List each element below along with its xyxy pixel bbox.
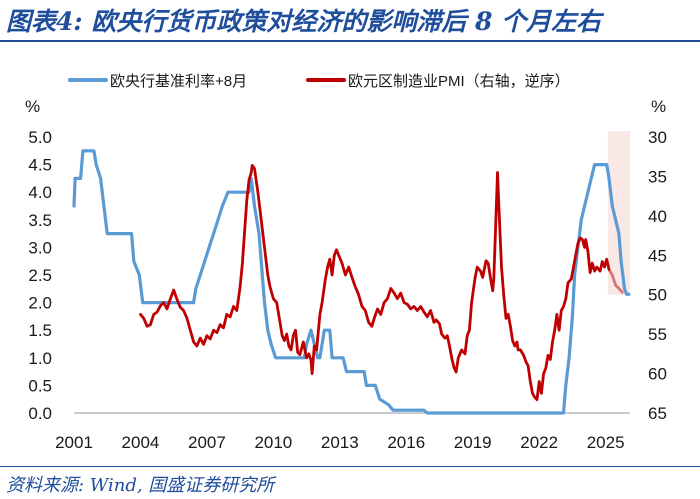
x-tick: 2010 xyxy=(254,433,292,452)
x-tick: 2016 xyxy=(387,433,425,452)
y-tick-left: 4.0 xyxy=(28,183,52,202)
y-tick-right: 35 xyxy=(648,167,667,186)
y-tick-left: 1.5 xyxy=(28,321,52,340)
axes: 0.0 0.5 1.0 1.5 2.0 2.5 3.0 3.5 4.0 4.5 5.0 30 35 40 4… xyxy=(28,128,667,452)
y-tick-left: 2.0 xyxy=(28,294,52,313)
forecast-shaded-region xyxy=(607,131,630,295)
series-line-pmi-forecast xyxy=(607,268,624,294)
figure-title: 图表4: 欧央行货币政策对经济的影响滞后 8 个月左右 xyxy=(6,7,602,36)
y-tick-left: 3.0 xyxy=(28,238,52,257)
y-tick-left: 1.0 xyxy=(28,349,52,368)
y-tick-left: 3.5 xyxy=(28,211,52,230)
x-tick: 2001 xyxy=(55,433,93,452)
y-tick-left: 5.0 xyxy=(28,128,52,147)
y-tick-right: 60 xyxy=(648,365,667,384)
x-tick: 2004 xyxy=(122,433,160,452)
series-layer xyxy=(72,149,631,415)
y-tick-left: 4.5 xyxy=(28,156,52,175)
y-tick-right: 65 xyxy=(648,404,667,423)
y-axis-label-left: % xyxy=(25,97,40,116)
series-line-pmi xyxy=(139,164,611,401)
legend-label-pmi: 欧元区制造业PMI（右轴，逆序） xyxy=(348,73,570,90)
y-tick-right: 40 xyxy=(648,207,667,226)
y-tick-right: 45 xyxy=(648,246,667,265)
y-tick-left: 2.5 xyxy=(28,266,52,285)
footer-divider xyxy=(0,466,700,467)
x-tick: 2022 xyxy=(520,433,558,452)
x-tick: 2019 xyxy=(454,433,492,452)
x-tick: 2007 xyxy=(188,433,226,452)
x-tick: 2013 xyxy=(321,433,359,452)
y-axis-label-right: % xyxy=(651,97,666,116)
legend-label-ecb: 欧央行基准利率+8月 xyxy=(110,73,247,90)
legend: 欧央行基准利率+8月 欧元区制造业PMI（右轴，逆序） xyxy=(68,73,570,90)
series-line-ecb-rate xyxy=(72,149,631,415)
y-tick-left: 0.0 xyxy=(28,404,52,423)
y-tick-left: 0.5 xyxy=(28,376,52,395)
source-note: 资料来源: Wind, 国盛证券研究所 xyxy=(6,475,275,496)
title-divider xyxy=(0,40,700,42)
x-tick: 2025 xyxy=(587,433,625,452)
y-tick-right: 50 xyxy=(648,286,667,305)
y-tick-right: 30 xyxy=(648,128,667,147)
y-tick-right: 55 xyxy=(648,325,667,344)
